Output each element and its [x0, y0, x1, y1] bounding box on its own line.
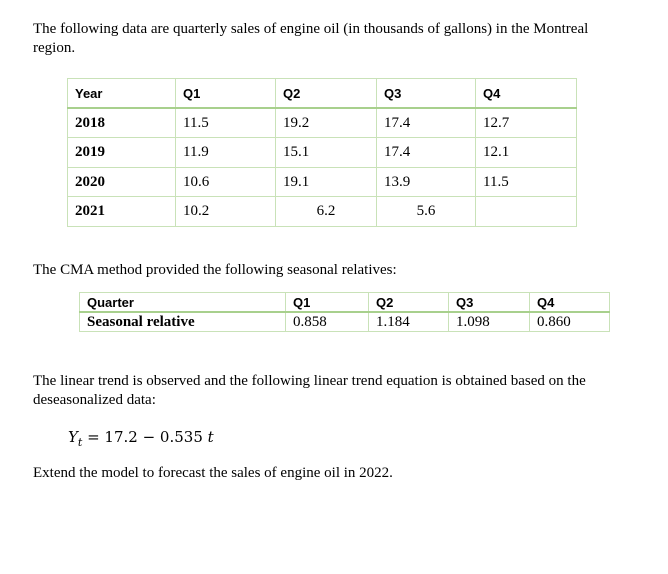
year-cell: 2020	[67, 166, 176, 198]
table-row: 2021 10.2 6.2 5.6	[67, 196, 577, 227]
value-cell: 12.7	[475, 107, 577, 139]
value-cell: 17.4	[376, 137, 476, 168]
header-q3: Q3	[376, 78, 476, 110]
value-cell: 15.1	[275, 137, 377, 168]
value-cell: 1.098	[448, 311, 530, 332]
year-cell: 2018	[67, 107, 176, 139]
table-row: Seasonal relative 0.858 1.184 1.098 0.86…	[79, 311, 610, 332]
value-cell: 1.184	[368, 311, 449, 332]
header-q4: Q4	[475, 78, 577, 110]
equation-lhs: Y	[68, 428, 78, 446]
value-cell: 17.4	[376, 107, 476, 139]
value-cell: 19.1	[275, 166, 377, 198]
header-year: Year	[67, 78, 176, 110]
header-q2: Q2	[275, 78, 377, 110]
header-q4: Q4	[529, 292, 610, 313]
equation-rhs: = 17.2 − 0.535	[82, 428, 208, 446]
value-cell: 10.6	[175, 166, 276, 198]
table-row: 2020 10.6 19.1 13.9 11.5	[67, 166, 577, 198]
value-cell	[475, 196, 577, 227]
question-paragraph: Extend the model to forecast the sales o…	[33, 465, 393, 481]
year-cell: 2019	[67, 137, 176, 168]
value-cell: 11.5	[475, 166, 577, 198]
trend-equation: Yt = 17.2 − 0.535 t	[68, 428, 214, 449]
value-cell: 0.860	[529, 311, 610, 332]
table-row: 2018 11.5 19.2 17.4 12.7	[67, 107, 577, 139]
sales-header-row: Year Q1 Q2 Q3 Q4	[67, 78, 577, 110]
value-cell: 11.9	[175, 137, 276, 168]
value-cell: 10.2	[175, 196, 276, 227]
value-cell: 12.1	[475, 137, 577, 168]
header-q3: Q3	[448, 292, 530, 313]
sales-table: Year Q1 Q2 Q3 Q4 2018 11.5 19.2 17.4 12.…	[67, 78, 577, 227]
cma-paragraph: The CMA method provided the following se…	[33, 262, 397, 278]
header-q2: Q2	[368, 292, 449, 313]
trend-paragraph: The linear trend is observed and the fol…	[33, 373, 586, 408]
header-q1: Q1	[175, 78, 276, 110]
value-cell: 19.2	[275, 107, 377, 139]
value-cell: 5.6	[376, 196, 476, 227]
value-cell: 6.2	[275, 196, 377, 227]
value-cell: 11.5	[175, 107, 276, 139]
value-cell: 0.858	[285, 311, 369, 332]
table-row: 2019 11.9 15.1 17.4 12.1	[67, 137, 577, 168]
header-q1: Q1	[285, 292, 369, 313]
seasonal-header-row: Quarter Q1 Q2 Q3 Q4	[79, 292, 610, 313]
seasonal-relatives-table: Quarter Q1 Q2 Q3 Q4 Seasonal relative 0.…	[79, 292, 610, 332]
seasonal-relative-label: Seasonal relative	[79, 311, 286, 332]
header-quarter: Quarter	[79, 292, 286, 313]
intro-paragraph: The following data are quarterly sales o…	[33, 21, 589, 56]
equation-subscript: t	[77, 436, 83, 449]
year-cell: 2021	[67, 196, 176, 227]
value-cell: 13.9	[376, 166, 476, 198]
equation-variable: t	[207, 428, 214, 446]
